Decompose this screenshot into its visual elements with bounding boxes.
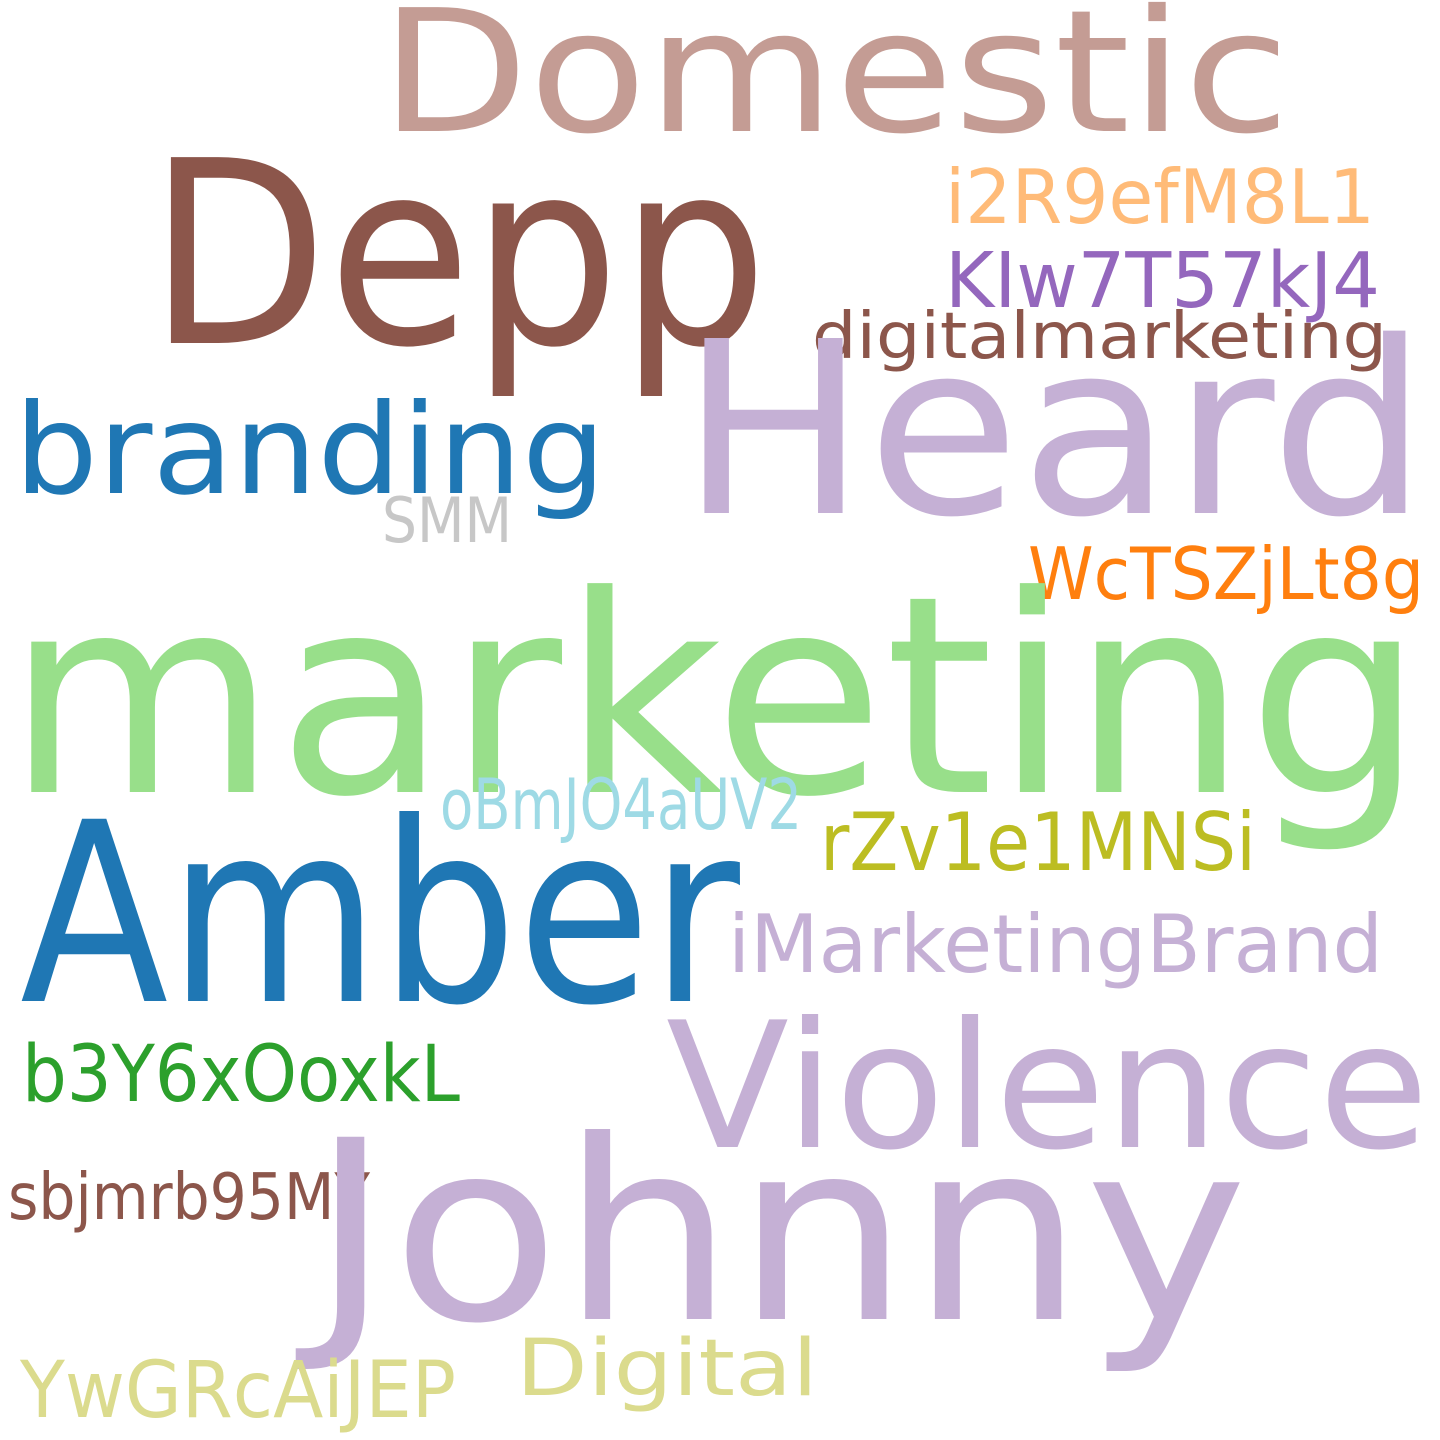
word-branding: branding [14, 378, 606, 523]
word-heard: Heard [680, 290, 1428, 570]
word-marketing: marketing [6, 537, 1425, 857]
word-amber: Amber [20, 769, 740, 1060]
word-b3y6xooxkl: b3Y6xOoxkL [22, 1030, 460, 1120]
word-digital: Digital [516, 1324, 818, 1414]
word-kiw7t57kj4: KIw7T57kJ4 [945, 237, 1381, 326]
word-i2r9efm8l1: i2R9efM8L1 [945, 153, 1376, 241]
word-digitalmarketing: digitalmarketing [812, 300, 1387, 374]
word-ywgrcaijep: YwGRcAiJEP [20, 1346, 456, 1436]
word-rzv1e1mnsi: rZv1e1MNSi [820, 796, 1257, 889]
word-imarketingbrand: iMarketingBrand [728, 898, 1383, 991]
word-smm: SMM [382, 484, 512, 557]
word-depp: Depp [148, 107, 768, 404]
word-wctszjlt8g: WcTSZjLt8g [1028, 532, 1425, 616]
word-violence: Violence [666, 986, 1429, 1189]
word-domestic: Domestic [380, 0, 1290, 172]
word-sbjmrb95my: sbjmrb95MY [8, 1161, 370, 1235]
word-johnny: Johnny [310, 1087, 1248, 1378]
word-obmjo4auv2: oBmJO4aUV2 [440, 764, 802, 846]
